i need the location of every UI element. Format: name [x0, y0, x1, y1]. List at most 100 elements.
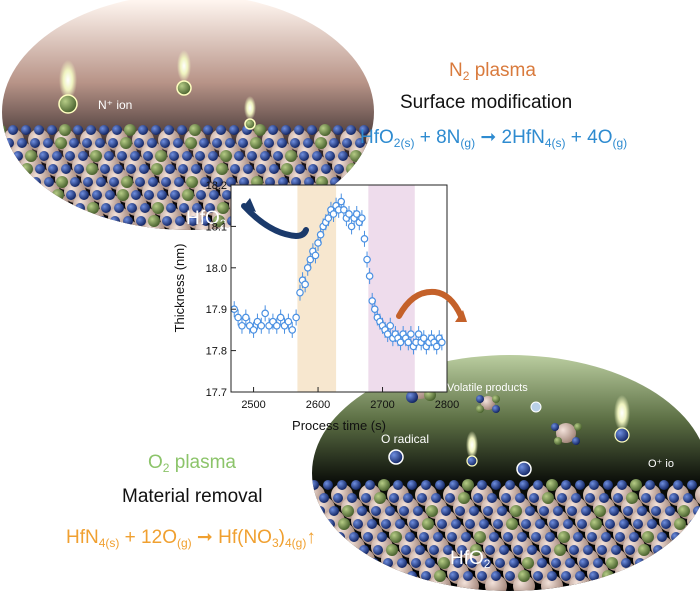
surface-atom	[82, 138, 92, 148]
surface-atom	[216, 163, 228, 175]
surface-atom	[144, 190, 154, 200]
surface-atom	[371, 506, 381, 516]
surface-atom	[434, 570, 446, 582]
equation-part: + 8N	[414, 127, 461, 148]
surface-atom	[136, 216, 146, 226]
surface-atom	[585, 493, 595, 503]
surface-atom	[225, 138, 235, 148]
surface-atom	[575, 480, 585, 490]
y-tick-label: 18.1	[206, 221, 227, 233]
surface-atom	[525, 506, 535, 516]
y-tick-label: 17.8	[206, 346, 227, 358]
surface-atom	[470, 544, 482, 556]
equation-part: HfN	[66, 527, 99, 548]
surface-atom	[151, 163, 163, 175]
data-point	[296, 288, 304, 297]
surface-atom	[483, 506, 493, 516]
substrate-atom	[21, 194, 43, 216]
surface-atom	[505, 480, 515, 490]
surface-atom	[179, 203, 189, 213]
surface-atom	[312, 480, 319, 490]
surface-atom	[192, 203, 202, 213]
surface-atom	[645, 571, 655, 581]
surface-atom	[501, 493, 511, 503]
surface-atom	[522, 557, 534, 569]
x-tick-label: 2600	[306, 399, 330, 411]
surface-atom	[485, 545, 495, 555]
surface-atom	[281, 125, 291, 135]
surface-atom	[312, 493, 315, 503]
substrate-atom	[30, 207, 52, 229]
surface-atom	[87, 202, 99, 214]
surface-atom	[124, 124, 136, 136]
surface-atom	[659, 480, 669, 490]
surface-atom	[633, 519, 643, 529]
surface-atom	[383, 558, 393, 568]
substrate-atom	[195, 220, 217, 230]
o2-plasma-title: O2 plasma	[148, 452, 236, 475]
substrate-atom	[13, 220, 35, 230]
surface-atom	[399, 506, 409, 516]
surface-atom	[331, 545, 341, 555]
surface-atom	[377, 532, 387, 542]
substrate-atom	[2, 220, 9, 230]
surface-atom	[351, 480, 361, 490]
surface-atom	[542, 492, 554, 504]
data-point	[261, 309, 269, 318]
surface-atom	[182, 189, 194, 201]
surface-atom	[317, 545, 327, 555]
surface-atom	[619, 519, 629, 529]
surface-atom	[381, 519, 391, 529]
data-point	[365, 272, 374, 280]
surface-atom	[86, 125, 96, 135]
surface-atom	[458, 492, 470, 504]
surface-atom	[268, 125, 278, 135]
surface-atom	[374, 492, 386, 504]
data-point	[234, 313, 242, 322]
substrate-atom	[325, 549, 347, 571]
surface-atom	[243, 164, 253, 174]
surface-atom	[32, 216, 42, 226]
data-point	[340, 206, 348, 214]
surface-atom	[148, 177, 158, 187]
o2-reaction-equation: HfN4(s) + 12O(g) ➞ Hf(NO3)4(g)↑	[66, 526, 316, 550]
surface-atom	[551, 558, 561, 568]
surface-atom	[579, 558, 589, 568]
surface-atom	[575, 571, 585, 581]
surface-atom	[55, 137, 67, 149]
surface-atom	[350, 150, 362, 162]
surface-atom	[479, 519, 489, 529]
surface-atom	[299, 151, 309, 161]
surface-atom	[216, 125, 226, 135]
surface-atom	[186, 176, 198, 188]
surface-atom	[665, 506, 675, 516]
surface-atom	[164, 125, 174, 135]
surface-atom	[510, 505, 522, 517]
surface-atom	[290, 138, 300, 148]
data-point	[288, 326, 297, 334]
surface-atom	[58, 216, 68, 226]
surface-atom	[155, 150, 167, 162]
surface-atom	[152, 202, 164, 214]
y-axis-label: Thickness (nm)	[172, 244, 187, 333]
surface-atom	[357, 506, 367, 516]
surface-atom	[250, 137, 262, 149]
surface-atom	[114, 203, 124, 213]
arrow-to-chart-icon	[241, 198, 309, 240]
y-tick-label: 18.0	[206, 263, 227, 275]
substrate-atom	[12, 181, 34, 203]
surface-atom	[451, 519, 461, 529]
surface-atom	[92, 190, 102, 200]
data-point	[303, 264, 312, 272]
surface-atom	[151, 125, 161, 135]
surface-atom	[602, 570, 614, 582]
surface-atom	[209, 190, 219, 200]
surface-atom	[407, 571, 417, 581]
surface-atom	[533, 480, 543, 490]
surface-atom	[123, 216, 133, 226]
surface-atom	[589, 480, 599, 490]
surface-atom	[281, 163, 293, 175]
surface-atom	[515, 493, 525, 503]
data-point	[414, 330, 423, 338]
surface-atom	[349, 532, 359, 542]
